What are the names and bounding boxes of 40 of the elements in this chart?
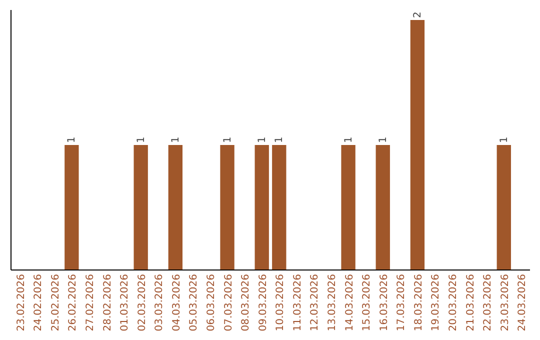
x-tick-label: 10.03.2026 (275, 274, 286, 332)
x-tick-label: 06.03.2026 (206, 274, 217, 332)
data-label: 1 (136, 136, 147, 143)
x-tick-label: 13.03.2026 (327, 274, 338, 332)
data-label: 1 (343, 136, 354, 143)
x-tick-label: 02.03.2026 (136, 274, 148, 332)
x-tick-label: 21.03.2026 (465, 274, 476, 332)
data-label: 1 (274, 136, 286, 143)
x-tick-label: 07.03.2026 (223, 274, 234, 332)
x-tick-label: 14.03.2026 (344, 274, 356, 332)
x-tick-label: 01.03.2026 (120, 274, 131, 332)
x-tick-label: 18.03.2026 (413, 274, 424, 332)
x-tick-label: 12.03.2026 (310, 274, 321, 332)
x-tick-label: 19.03.2026 (430, 274, 442, 332)
x-tick-label: 27.02.2026 (84, 274, 96, 332)
data-label: 1 (256, 136, 268, 143)
x-tick-label: 25.02.2026 (50, 274, 62, 332)
x-tick-label: 08.03.2026 (240, 274, 252, 332)
x-tick-label: 11.03.2026 (292, 274, 304, 332)
x-tick-label: 22.03.2026 (482, 274, 494, 332)
data-label: 1 (170, 136, 182, 143)
data-label: 1 (378, 136, 389, 143)
x-tick-label: 15.03.2026 (362, 274, 373, 332)
data-label: 1 (498, 136, 510, 143)
x-tick-label: 24.03.2026 (517, 274, 528, 332)
x-tick-label: 04.03.2026 (171, 274, 182, 332)
x-tick-label: 28.02.2026 (102, 274, 114, 332)
x-tick-label: 17.03.2026 (396, 274, 408, 332)
x-tick-label: 03.03.2026 (154, 274, 166, 332)
x-tick-label: 26.02.2026 (68, 274, 79, 332)
x-tick-label: 23.03.2026 (500, 274, 511, 332)
data-label: 2 (412, 12, 424, 18)
x-tick-label: 05.03.2026 (188, 274, 200, 332)
x-tick-label: 23.02.2026 (16, 274, 27, 332)
x-tick-label: 16.03.2026 (378, 274, 390, 332)
x-tick-label: 09.03.2026 (258, 274, 269, 332)
x-tick-label: 20.03.2026 (448, 274, 460, 332)
data-label: 1 (66, 136, 78, 143)
x-tick-label: 24.02.2026 (33, 274, 44, 332)
data-label: 1 (222, 136, 234, 143)
